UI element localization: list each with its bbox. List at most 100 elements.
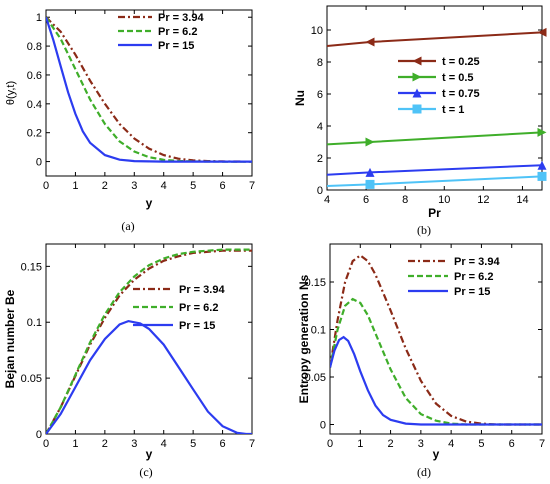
chart-b-xtick-label: 6 <box>363 194 369 206</box>
chart-d-xtick-label: 6 <box>509 438 515 450</box>
chart-c-legend-label: Pr = 6.2 <box>179 302 218 314</box>
chart-b-xtick-label: 8 <box>402 194 408 206</box>
chart-d-xtick-label: 3 <box>418 438 424 450</box>
chart-a-xtick-label: 4 <box>161 180 167 192</box>
chart-a-ytick-label: 0.8 <box>27 41 42 53</box>
chart-c-ytick-label: 0 <box>36 429 42 441</box>
chart-a-xtick-label: 5 <box>190 180 196 192</box>
chart-a-xtick-label: 7 <box>249 180 255 192</box>
chart-b-xtick-label: 12 <box>477 194 489 206</box>
chart-a-ytick-label: 0.2 <box>27 128 42 140</box>
chart-c-legend-label: Pr = 3.94 <box>179 284 225 296</box>
chart-c-frame <box>45 243 253 435</box>
chart-c-ylabel: Bejan number Be <box>3 289 17 388</box>
chart-d-ytick-label: 0.15 <box>305 277 326 289</box>
chart-d-ytick-label: 0.05 <box>305 372 326 384</box>
chart-c-ytick-label: 0.1 <box>27 317 42 329</box>
chart-c-ytick-label: 0.15 <box>21 261 42 273</box>
chart-b-legend-label: t = 0.5 <box>442 72 474 84</box>
chart-d-xtick-label: 1 <box>357 438 363 450</box>
chart-d: 0 1 2 3 4 5 6 7 0 0.05 0.1 0.15 y Entropy generation … <box>297 243 545 479</box>
chart-b-series-2-point <box>537 127 547 137</box>
chart-c-xtick-label: 2 <box>102 438 108 450</box>
chart-d-xlabel: y <box>433 447 440 461</box>
chart-b-ytick-label: 8 <box>317 57 323 69</box>
chart-b-series-3-point <box>537 160 547 170</box>
chart-b-series-2-point <box>365 137 375 147</box>
chart-a-legend-label: Pr = 6.2 <box>158 26 197 38</box>
chart-d-ylabel: Entropy generation Ns <box>297 274 311 403</box>
chart-b-series-4-point <box>537 171 547 181</box>
chart-d-legend-label: Pr = 6.2 <box>454 271 493 283</box>
chart-d-legend-label: Pr = 3.94 <box>454 256 500 268</box>
chart-b-legend-label: t = 1 <box>442 104 464 116</box>
chart-c-series-2-line <box>46 248 252 434</box>
chart-a-series-2-line <box>46 16 252 163</box>
chart-d-legend-label: Pr = 15 <box>454 286 490 298</box>
chart-a-series-3-line <box>46 16 252 163</box>
chart-b-series-3-point <box>365 167 375 177</box>
chart-c-xtick-label: 7 <box>249 438 255 450</box>
chart-c-caption: (c) <box>139 465 152 479</box>
chart-a: 0 1 2 3 4 5 6 7 0 0.2 0.4 0.6 0.8 1 y θ(y,t) Pr = 3.94 Pr… <box>5 9 255 233</box>
chart-b-series-1-point <box>365 37 375 47</box>
chart-a-ytick-label: 1 <box>36 12 42 24</box>
chart-b-xlabel: Pr <box>428 206 441 220</box>
chart-b-series-3-line <box>327 164 542 176</box>
chart-b-series-1-point <box>537 27 547 37</box>
chart-b-frame <box>326 5 543 191</box>
chart-a-series-1-line <box>46 16 252 163</box>
chart-d-xtick-label: 2 <box>388 438 394 450</box>
chart-b-legend-marker <box>412 72 422 82</box>
chart-d-ytick-label: 0 <box>320 420 326 432</box>
chart-a-caption: (a) <box>121 219 134 233</box>
chart-b-legend-label: t = 0.25 <box>442 56 480 68</box>
chart-c-series-3-line <box>46 319 252 434</box>
chart-d-xtick-label: 4 <box>448 438 454 450</box>
chart-c-xtick-label: 1 <box>72 438 78 450</box>
chart-a-xtick-label: 6 <box>220 180 226 192</box>
chart-d-xtick-label: 7 <box>539 438 545 450</box>
chart-d-caption: (d) <box>417 465 431 479</box>
chart-b-ytick-label: 6 <box>317 89 323 101</box>
chart-c-xtick-label: 4 <box>161 438 167 450</box>
chart-a-xtick-label: 3 <box>131 180 137 192</box>
chart-b-series-4-point <box>365 179 375 189</box>
chart-a-ytick-label: 0 <box>36 157 42 169</box>
chart-b-ytick-label: 10 <box>311 25 323 37</box>
chart-a-xtick-label: 2 <box>102 180 108 192</box>
chart-a-ylabel: θ(y,t) <box>5 81 17 105</box>
chart-b-series-2-line <box>327 131 542 146</box>
chart-b-legend-marker <box>412 104 422 114</box>
chart-a-xlabel: y <box>146 196 153 210</box>
chart-b-ytick-label: 2 <box>317 153 323 165</box>
chart-b-legend-label: t = 0.75 <box>442 88 480 100</box>
chart-d-series-2-line <box>330 297 542 426</box>
chart-b-xtick-label: 10 <box>438 194 450 206</box>
chart-b-series-1-line <box>327 31 542 47</box>
chart-d-xtick-label: 5 <box>478 438 484 450</box>
chart-a-legend-label: Pr = 15 <box>158 40 194 52</box>
chart-c-xtick-label: 3 <box>131 438 137 450</box>
chart-a-xtick-label: 0 <box>43 180 49 192</box>
chart-c-xtick-label: 0 <box>43 438 49 450</box>
chart-b-xtick-label: 4 <box>324 194 330 206</box>
chart-d-frame <box>329 243 543 435</box>
chart-d-series-1-line <box>330 254 542 426</box>
chart-c: 0 1 2 3 4 5 6 7 0 0.05 0.1 0.15 y Bejan number Be Pr =… <box>3 243 255 479</box>
chart-a-legend-label: Pr = 3.94 <box>158 12 204 24</box>
chart-d-series-3-line <box>330 335 542 426</box>
chart-d-ytick-label: 0.1 <box>311 325 326 337</box>
chart-b-series-4-line <box>327 175 542 187</box>
chart-b-legend-marker <box>412 88 422 98</box>
chart-b-legend-marker <box>412 56 422 66</box>
chart-b-xtick-label: 14 <box>516 194 528 206</box>
chart-b-caption: (b) <box>417 223 431 237</box>
chart-c-legend-label: Pr = 15 <box>179 320 215 332</box>
chart-a-frame <box>45 9 253 177</box>
chart-c-xtick-label: 5 <box>190 438 196 450</box>
chart-a-ytick-label: 0.6 <box>27 70 42 82</box>
chart-c-xtick-label: 6 <box>220 438 226 450</box>
